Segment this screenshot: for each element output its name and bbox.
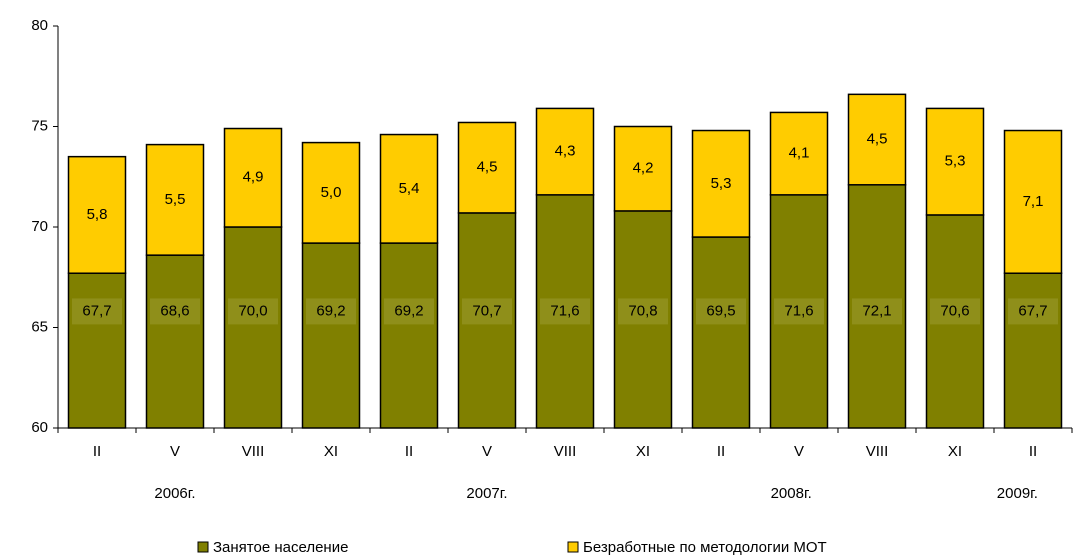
- bar-segment: [145, 143, 205, 256]
- label-bg: [306, 298, 356, 325]
- y-tick-label: 65: [31, 318, 48, 335]
- x-tick-label: II: [93, 443, 101, 460]
- bar-segment: [301, 242, 361, 429]
- x-tick-label: XI: [324, 443, 338, 460]
- legend-label: Занятое население: [213, 539, 348, 556]
- x-tick-label: V: [794, 443, 804, 460]
- bar-segment: [1003, 272, 1063, 429]
- y-tick-label: 70: [31, 218, 48, 235]
- value-label: 4,1: [789, 145, 810, 162]
- bar-segment: [769, 111, 829, 196]
- label-bg: [852, 298, 902, 325]
- label-bg: [930, 298, 980, 325]
- value-label: 4,5: [867, 131, 888, 148]
- label-bg: [618, 298, 668, 325]
- bar-segment: [691, 129, 751, 238]
- value-label: 5,0: [321, 184, 342, 201]
- year-label: 2008г.: [771, 485, 812, 502]
- label-bg: [72, 298, 122, 325]
- value-label: 5,4: [399, 180, 420, 197]
- year-label: 2009г.: [997, 485, 1038, 502]
- bar-segment: [223, 127, 283, 228]
- y-tick-label: 60: [31, 419, 48, 436]
- value-label: 72,1: [862, 302, 891, 319]
- value-label: 67,7: [82, 302, 111, 319]
- x-tick-label: XI: [636, 443, 650, 460]
- legend-swatch: [567, 541, 579, 553]
- label-bg: [1008, 298, 1058, 325]
- year-label: 2007г.: [466, 485, 507, 502]
- bar-segment: [379, 242, 439, 429]
- bar-segment: [67, 155, 127, 274]
- x-tick-label: II: [717, 443, 725, 460]
- y-tick-label: 80: [31, 17, 48, 34]
- bar-segment: [535, 107, 595, 196]
- x-tick-label: II: [1029, 443, 1037, 460]
- value-label: 4,3: [555, 143, 576, 160]
- x-tick-label: VIII: [554, 443, 577, 460]
- x-tick-label: V: [482, 443, 492, 460]
- value-label: 5,3: [711, 175, 732, 192]
- label-bg: [228, 298, 278, 325]
- legend-label: Безработные по методологии МОТ: [583, 539, 827, 556]
- bar-segment: [1003, 129, 1063, 274]
- label-bg: [540, 298, 590, 325]
- value-label: 71,6: [550, 302, 579, 319]
- label-bg: [696, 298, 746, 325]
- label-bg: [384, 298, 434, 325]
- x-tick-label: VIII: [242, 443, 265, 460]
- value-label: 4,9: [243, 169, 264, 186]
- value-label: 4,2: [633, 160, 654, 177]
- value-label: 5,8: [87, 206, 108, 223]
- bar-segment: [847, 93, 907, 186]
- value-label: 70,0: [238, 302, 267, 319]
- bar-segment: [457, 121, 517, 214]
- bar-segment: [613, 125, 673, 212]
- value-label: 70,6: [940, 302, 969, 319]
- value-label: 69,2: [316, 302, 345, 319]
- label-bg: [774, 298, 824, 325]
- x-tick-label: XI: [948, 443, 962, 460]
- bar-segment: [67, 272, 127, 429]
- value-label: 70,7: [472, 302, 501, 319]
- value-label: 71,6: [784, 302, 813, 319]
- value-label: 69,5: [706, 302, 735, 319]
- y-tick-label: 75: [31, 117, 48, 134]
- x-tick-label: V: [170, 443, 180, 460]
- value-label: 5,3: [945, 153, 966, 170]
- value-label: 68,6: [160, 302, 189, 319]
- label-bg: [462, 298, 512, 325]
- bar-segment: [379, 133, 439, 244]
- bar-segment: [925, 107, 985, 216]
- bar-segment: [223, 226, 283, 429]
- bar-segment: [691, 236, 751, 429]
- value-label: 7,1: [1023, 193, 1044, 210]
- value-label: 70,8: [628, 302, 657, 319]
- x-tick-label: VIII: [866, 443, 889, 460]
- legend-swatch: [197, 541, 209, 553]
- bar-segment: [145, 254, 205, 429]
- value-label: 67,7: [1018, 302, 1047, 319]
- bar-segment: [301, 141, 361, 244]
- label-bg: [150, 298, 200, 325]
- value-label: 69,2: [394, 302, 423, 319]
- value-label: 5,5: [165, 191, 186, 208]
- year-label: 2006г.: [154, 485, 195, 502]
- value-label: 4,5: [477, 159, 498, 176]
- x-tick-label: II: [405, 443, 413, 460]
